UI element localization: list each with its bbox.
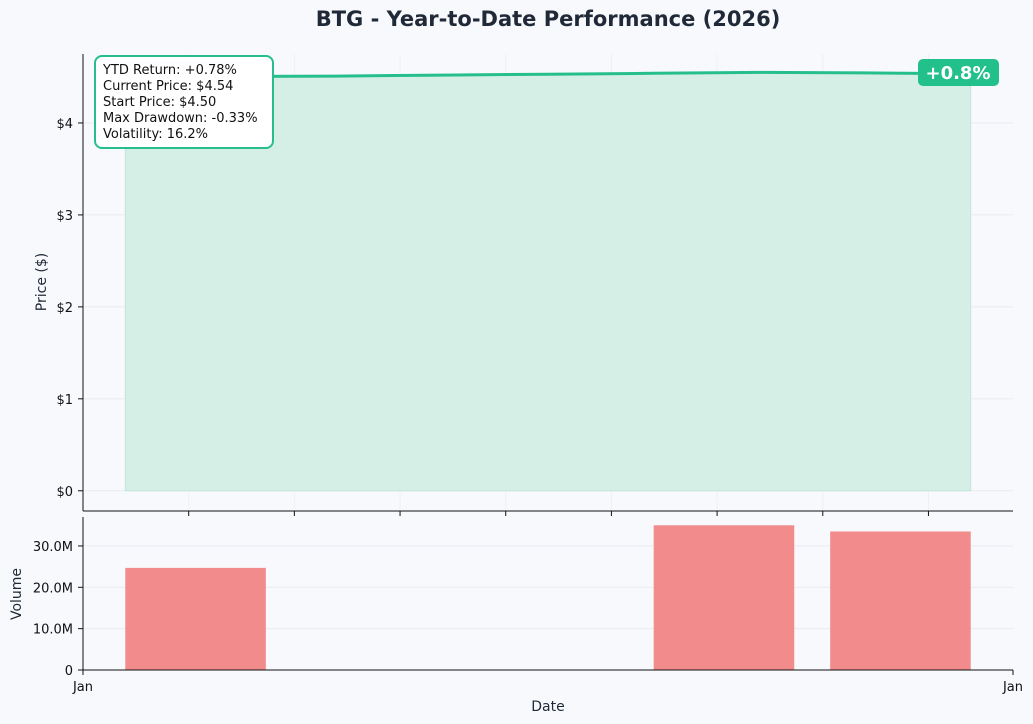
stats-current-price: Current Price: $4.54	[103, 79, 233, 94]
stats-max-drawdown: Max Drawdown: -0.33%	[103, 111, 258, 126]
axes	[82, 54, 1013, 671]
price-y-tick-label: $1	[56, 393, 73, 408]
price-y-tick-label: $3	[56, 209, 73, 224]
x-minor-ticks	[188, 511, 929, 516]
volume-bar	[125, 567, 266, 670]
return-badge-bg	[918, 59, 999, 86]
volume-bars	[125, 525, 971, 670]
price-y-tick-label: $4	[56, 117, 73, 132]
stats-box-frame	[94, 55, 274, 149]
volume-y-tick-label: 0	[65, 664, 73, 679]
volume-y-tick-label: 10.0M	[33, 623, 73, 638]
volume-y-tick-label: 20.0M	[33, 581, 73, 596]
volume-bar	[830, 531, 971, 670]
x-axis-label: Date	[531, 699, 564, 715]
price-y-tick-label: $0	[56, 485, 73, 500]
volume-bar	[653, 525, 795, 670]
stats-box: YTD Return: +0.78% Current Price: $4.54 …	[94, 55, 274, 149]
stats-volatility: Volatility: 16.2%	[103, 127, 208, 142]
price-y-ticks: $0 $1 $2 $3 $4	[56, 117, 83, 500]
x-tick-label-start: Jan	[72, 680, 93, 695]
chart-title: BTG - Year-to-Date Performance (2026)	[316, 7, 781, 31]
return-badge: +0.8%	[918, 59, 999, 86]
price-y-tick-label: $2	[56, 301, 73, 316]
x-tick-label-end: Jan	[1002, 680, 1023, 695]
stats-start-price: Start Price: $4.50	[103, 95, 216, 110]
volume-y-axis-label: Volume	[9, 568, 25, 620]
return-badge-text: +0.8%	[925, 63, 990, 84]
price-y-axis-label: Price ($)	[34, 253, 50, 311]
volume-y-tick-label: 30.0M	[33, 540, 73, 555]
volume-y-ticks: 0 10.0M 20.0M 30.0M	[33, 540, 83, 679]
stats-ytd-return: YTD Return: +0.78%	[102, 63, 237, 78]
